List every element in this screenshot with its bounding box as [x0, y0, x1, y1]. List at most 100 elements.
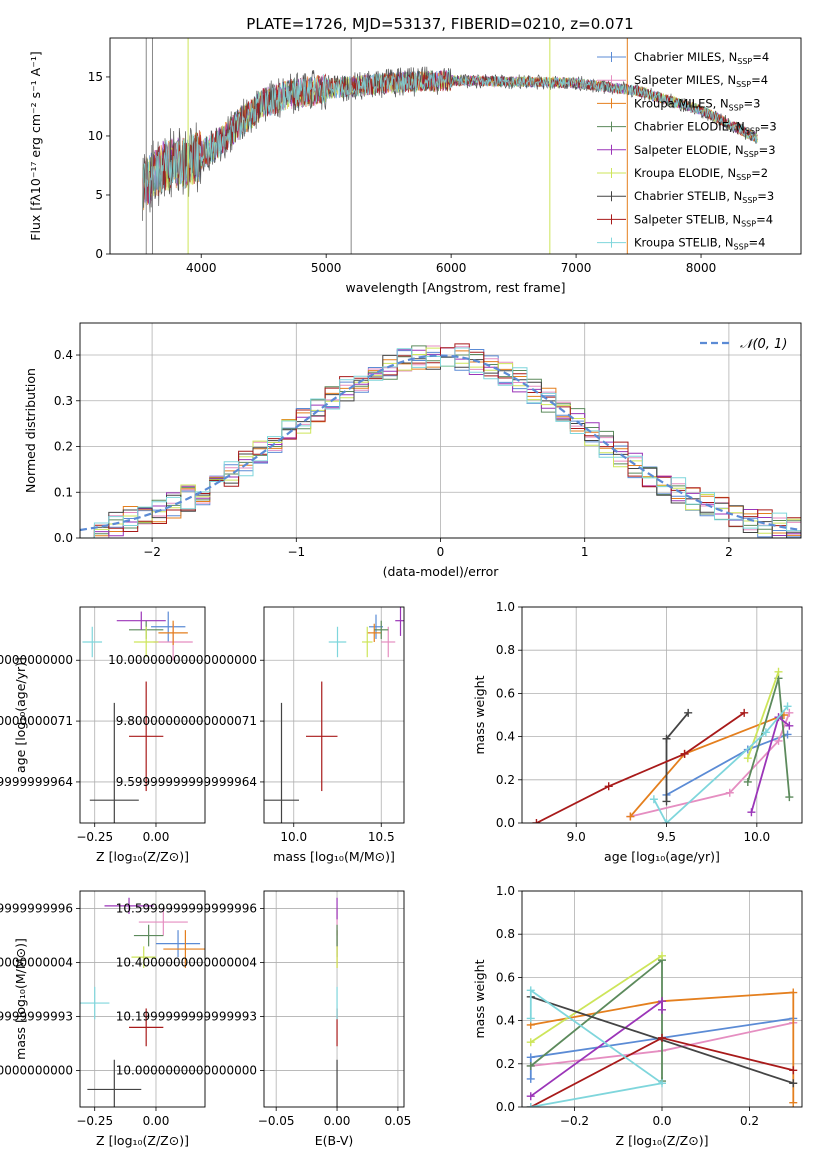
mass-weight-vs-Z-frame [521, 890, 803, 1108]
x-tick-label: 7000 [561, 261, 592, 275]
legend-entry: Salpeter STELIB, NSSP=4 [634, 212, 773, 228]
mass-weight-marker [526, 986, 535, 995]
mass-weight-marker [532, 819, 541, 823]
error-bar-point [104, 897, 154, 914]
residuals-frame [79, 322, 802, 539]
error-bar-point [163, 930, 205, 968]
y-tick-label: 0.4 [496, 1014, 515, 1028]
mass-weight-marker [662, 819, 671, 823]
spectrum-legend: Chabrier MILES, NSSP=4 Salpeter MILES, NS… [597, 50, 777, 252]
x-tick-label: −0.05 [258, 1114, 295, 1128]
y-tick-label: 10.0000000000000000 [116, 1064, 257, 1078]
x-tick-label: 2 [725, 545, 733, 559]
mass-vs-Z-panel: −0.25 0.00 10.0000000000000000 10.199999999… [0, 890, 206, 1148]
mass-weight-vs-age-plot-area [532, 667, 794, 823]
error-bar-point [381, 626, 396, 658]
y-tick-label: 10.4000000000000004 [116, 956, 257, 970]
y-tick-label: 0.3 [54, 394, 73, 408]
mass-weight-marker [662, 734, 671, 743]
y-axis-label: mass weight [472, 675, 487, 754]
error-bar-point [374, 620, 389, 639]
error-bar-point [155, 930, 201, 958]
age-vs-Z-frame [79, 606, 206, 824]
model-spectrum-line [142, 69, 758, 211]
x-tick-label: −0.2 [560, 1114, 589, 1128]
x-tick-label: 4000 [186, 261, 217, 275]
y-axis-label: mass [log₁₀(M/M⊙)] [13, 938, 28, 1060]
y-tick-label: 10.00000000000000000 [0, 653, 73, 667]
figure-title: PLATE=1726, MJD=53137, FIBERID=0210, z=0… [246, 15, 633, 33]
error-bar-point [133, 924, 164, 947]
x-axis-label: E(B-V) [315, 1133, 354, 1148]
mass-weight-marker [658, 1005, 666, 1014]
mass-vs-Z-frame [79, 890, 206, 1108]
y-tick-label: 0.1 [54, 485, 73, 499]
x-tick-label: 0.0 [652, 1114, 671, 1128]
legend-entry: Salpeter ELODIE, NSSP=3 [634, 143, 776, 159]
age-vs-Z-panel: −0.25 0.00 9.59999999999999964 9.8000000000… [0, 606, 206, 864]
y-tick-label: 10.0000000000000000 [0, 1064, 73, 1078]
error-bar-point [89, 702, 139, 823]
mass-vs-Z-plot-area [80, 897, 205, 1107]
legend-entry: Kroupa STELIB, NSSP=4 [634, 236, 765, 252]
mass-weight-marker [785, 721, 794, 730]
y-tick-label: 0.6 [496, 686, 515, 700]
error-bar-point [129, 1008, 164, 1047]
x-tick-label: 1 [581, 545, 589, 559]
legend-entry: Chabrier ELODIE, NSSP=3 [634, 120, 777, 136]
spectrum-panel: 4000 5000 6000 7000 8000 0 5 10 15 wavelength [An… [28, 37, 802, 295]
x-axis-label: Z [log₁₀(Z/Z⊙)] [96, 849, 189, 864]
error-bar-point [151, 611, 186, 642]
y-tick-label: 10.4000000000000004 [0, 956, 73, 970]
y-tick-label: 0.6 [496, 970, 515, 984]
mass-weight-series [630, 712, 791, 818]
y-tick-label: 10.1999999999999993 [0, 1010, 73, 1024]
error-bar-point [116, 611, 166, 630]
mass-weight-marker [785, 708, 794, 717]
error-bar-point [131, 946, 156, 968]
x-axis-label: age [log₁₀(age/yr)] [604, 849, 720, 864]
mass-weight-marker [789, 1079, 798, 1088]
y-tick-label: 10.5999999999999996 [116, 902, 257, 916]
x-axis-label: mass [log₁₀(M/M⊙)] [273, 849, 395, 864]
y-tick-label: 9.80000000000000071 [116, 714, 257, 728]
mass-weight-series [536, 712, 745, 823]
age-vs-mass-plot-area [264, 607, 404, 823]
mass-weight-marker [725, 788, 734, 797]
y-tick-label: 0.2 [54, 440, 73, 454]
y-tick-label: 0.2 [496, 773, 515, 787]
mass-weight-series [746, 678, 791, 798]
error-bar-point [367, 623, 382, 642]
x-tick-label: 0 [437, 545, 445, 559]
mass-weight-marker [789, 1066, 798, 1075]
mass-weight-marker [743, 754, 752, 763]
mass-weight-marker [761, 728, 770, 737]
y-tick-label: 10.5999999999999996 [0, 902, 73, 916]
model-spectrum-line [142, 70, 758, 211]
x-tick-label: 10.0 [280, 830, 307, 844]
normal-curve [80, 354, 801, 532]
legend-entry: Kroupa ELODIE, NSSP=2 [634, 166, 768, 182]
spectrum-frame [109, 37, 802, 255]
y-tick-label: 10.00000000000000000 [108, 653, 257, 667]
mass-weight-marker [658, 1079, 666, 1088]
mass-weight-marker [789, 988, 798, 997]
mass-weight-marker [774, 736, 783, 745]
mass-weight-vs-Z-plot-area [526, 951, 798, 1107]
error-bar-point [264, 702, 299, 823]
mass-weight-marker [785, 793, 794, 802]
error-bar-point [158, 620, 188, 646]
x-tick-label: −0.25 [76, 830, 113, 844]
y-tick-label: 15 [88, 70, 103, 84]
x-tick-label: 0.00 [143, 1114, 170, 1128]
mass-weight-marker [662, 797, 671, 806]
age-vs-mass-panel: 10.0 10.5 9.59999999999999964 9.80000000000… [108, 606, 405, 864]
y-tick-label: 0.4 [54, 348, 73, 362]
error-bar-point [328, 626, 347, 658]
mass-weight-marker [747, 808, 756, 817]
mass-weight-vs-age-panel: 9.0 9.5 10.0 0.0 0.2 0.4 0.6 0.8 1.0 age [log₁₀(a… [472, 600, 803, 864]
spectrum-plot-area [142, 38, 758, 254]
error-bar-point [80, 986, 110, 1020]
mass-weight-marker [740, 708, 749, 717]
x-axis-label: (data-model)/error [383, 564, 500, 579]
